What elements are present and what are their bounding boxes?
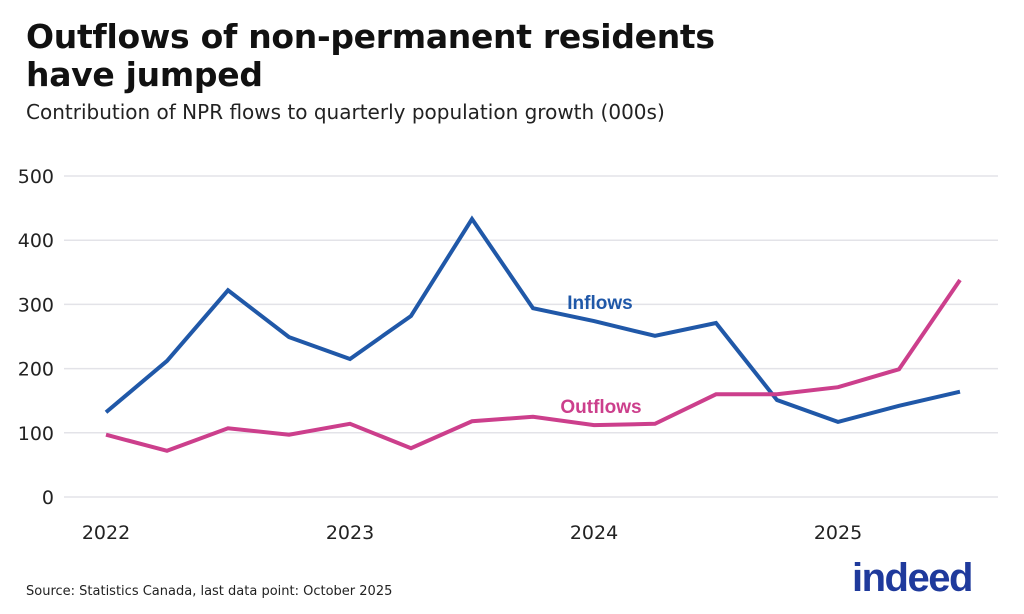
y-tick-label: 0 — [42, 487, 54, 509]
y-tick-label: 200 — [18, 359, 54, 381]
x-tick-label: 2023 — [326, 522, 374, 544]
indeed-logo: indeed — [852, 556, 973, 600]
series-line-inflows — [104, 215, 961, 424]
y-tick-label: 500 — [18, 166, 54, 188]
chart-subtitle: Contribution of NPR flows to quarterly p… — [26, 100, 665, 124]
y-tick-label: 300 — [18, 294, 54, 316]
y-tick-label: 100 — [18, 423, 54, 445]
y-tick-label: 400 — [18, 230, 54, 252]
chart-title: Outflows of non-permanent residents have… — [26, 17, 715, 94]
series-label-inflows: Inflows — [567, 293, 632, 314]
x-tick-label: 2024 — [570, 522, 618, 544]
x-tick-label: 2022 — [82, 522, 130, 544]
x-tick-label: 2025 — [814, 522, 862, 544]
series-line-outflows — [105, 278, 962, 453]
source-note: Source: Statistics Canada, last data poi… — [26, 584, 393, 599]
series-label-outflows: Outflows — [560, 397, 641, 418]
